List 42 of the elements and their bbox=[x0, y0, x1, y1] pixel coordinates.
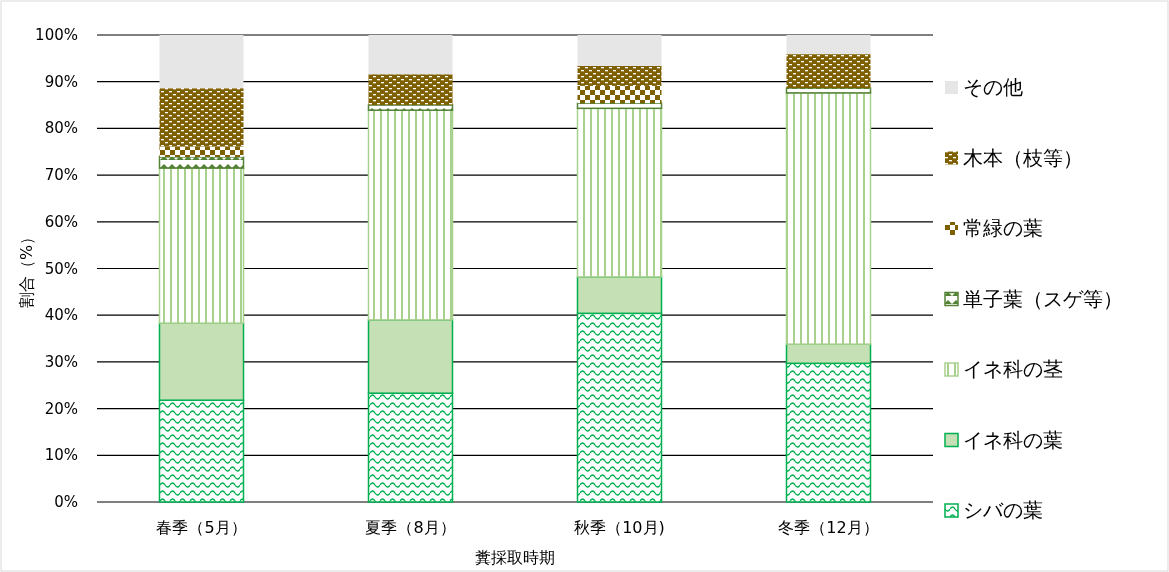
y-tick-label: 60% bbox=[44, 212, 78, 231]
bar bbox=[159, 35, 244, 89]
x-tick-label: 秋季（10月) bbox=[574, 518, 665, 537]
x-axis-title: 糞採取時期 bbox=[475, 548, 555, 567]
bar bbox=[785, 92, 872, 345]
legend-label: 単子葉（スゲ等） bbox=[963, 286, 1123, 311]
bar bbox=[786, 35, 871, 55]
legend-label: 常緑の葉 bbox=[963, 216, 1043, 240]
bar bbox=[786, 54, 871, 89]
legend-label: イネ科の茎 bbox=[963, 357, 1063, 381]
bar bbox=[577, 35, 662, 66]
y-tick-label: 80% bbox=[44, 119, 78, 138]
bar bbox=[577, 85, 662, 104]
bar bbox=[576, 107, 663, 278]
bar bbox=[367, 109, 454, 321]
legend-label: その他 bbox=[963, 75, 1023, 99]
y-tick-label: 90% bbox=[44, 72, 78, 91]
y-tick-label: 100% bbox=[35, 26, 78, 44]
legend-label: シバの葉 bbox=[963, 498, 1043, 522]
legend-label: イネ科の葉 bbox=[963, 427, 1063, 452]
bar bbox=[158, 156, 245, 169]
bar bbox=[158, 167, 245, 324]
x-tick-label: 春季（5月） bbox=[156, 518, 247, 537]
bar bbox=[785, 87, 872, 94]
bar bbox=[159, 88, 244, 147]
y-axis-title: 割合（%） bbox=[17, 228, 36, 309]
y-tick-label: 50% bbox=[44, 259, 78, 278]
y-tick-label: 40% bbox=[44, 306, 78, 325]
bar bbox=[576, 102, 663, 110]
y-tick-label: 20% bbox=[44, 399, 78, 418]
bar bbox=[577, 65, 662, 86]
bar bbox=[368, 74, 453, 106]
y-tick-label: 10% bbox=[44, 446, 78, 465]
x-tick-label: 夏季（8月） bbox=[365, 518, 456, 537]
x-tick-label: 冬季（12月） bbox=[778, 518, 879, 537]
bar bbox=[367, 104, 454, 111]
y-tick-label: 0% bbox=[54, 493, 78, 511]
y-tick-label: 30% bbox=[44, 352, 78, 371]
bar bbox=[159, 146, 244, 157]
bar bbox=[368, 35, 453, 75]
y-tick-label: 70% bbox=[44, 166, 78, 185]
legend-label: 木本（枝等） bbox=[963, 145, 1083, 170]
